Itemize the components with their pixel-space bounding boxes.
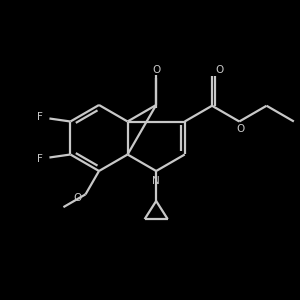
Text: F: F bbox=[37, 112, 43, 122]
Text: F: F bbox=[37, 154, 43, 164]
Text: O: O bbox=[153, 64, 161, 75]
Text: O: O bbox=[237, 124, 245, 134]
Text: N: N bbox=[152, 176, 160, 185]
Text: O: O bbox=[74, 193, 82, 203]
Text: O: O bbox=[215, 65, 223, 75]
